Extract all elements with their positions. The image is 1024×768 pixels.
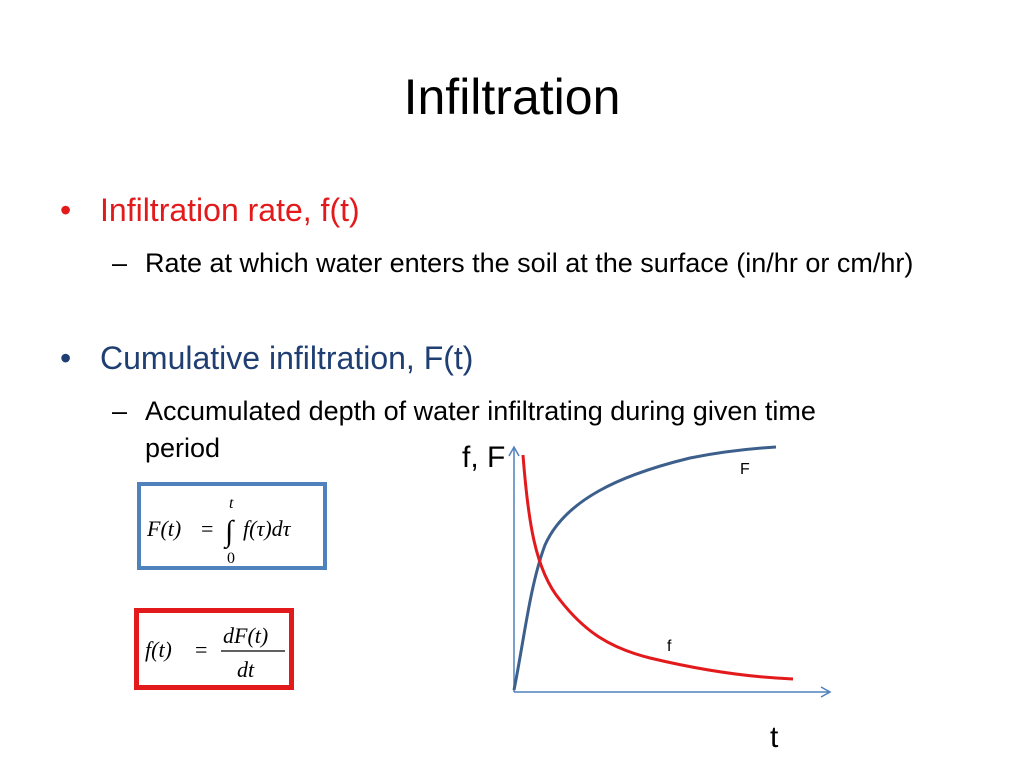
sub-bullet-marker: – — [112, 248, 128, 278]
bullet-infiltration-rate: • Infiltration rate, f(t) — [60, 190, 360, 230]
equation-lhs: f(t) — [145, 637, 172, 662]
sub-bullet-cumulative-definition: – Accumulated depth of water infiltratin… — [112, 393, 892, 467]
x-axis-label: t — [770, 721, 779, 754]
infiltration-rate-curve — [521, 454, 794, 681]
sub-bullet-rate-definition: – Rate at which water enters the soil at… — [112, 245, 932, 282]
equation-equals: = — [201, 516, 213, 541]
sub-bullet-text: Rate at which water enters the soil at t… — [145, 248, 914, 278]
bullet-cumulative-infiltration: • Cumulative infiltration, F(t) — [60, 338, 473, 378]
integral-lower-limit: 0 — [227, 550, 235, 566]
bullet-marker: • — [60, 192, 72, 228]
cumulative-equation: F(t) = ∫ t 0 f(τ)dτ — [146, 495, 292, 566]
bullet-text: Infiltration rate, f(t) — [100, 192, 360, 228]
slide-title: Infiltration — [403, 69, 621, 125]
equation-equals: = — [195, 637, 207, 662]
series-label-f: f — [667, 638, 672, 655]
cumulative-infiltration-curve — [512, 445, 777, 691]
equation-lhs: F(t) — [146, 516, 181, 541]
bullet-marker: • — [60, 340, 72, 376]
bullet-text: Cumulative infiltration, F(t) — [100, 340, 474, 376]
fraction-numerator: dF(t) — [223, 623, 268, 648]
rate-equation: f(t) = dF(t) dt — [145, 623, 285, 682]
fraction-denominator: dt — [237, 657, 255, 682]
series-label-F: F — [740, 461, 750, 478]
integral-sign: ∫ — [223, 515, 235, 550]
rate-equation-box: f(t) = dF(t) dt — [134, 608, 294, 690]
y-axis-label: f, F — [462, 441, 506, 474]
sub-bullet-marker: – — [112, 396, 128, 426]
cumulative-equation-box: F(t) = ∫ t 0 f(τ)dτ — [137, 482, 327, 570]
integral-upper-limit: t — [229, 495, 234, 512]
sub-bullet-text: Accumulated depth of water infiltrating … — [145, 396, 816, 463]
integrand: f(τ)dτ — [243, 516, 292, 541]
